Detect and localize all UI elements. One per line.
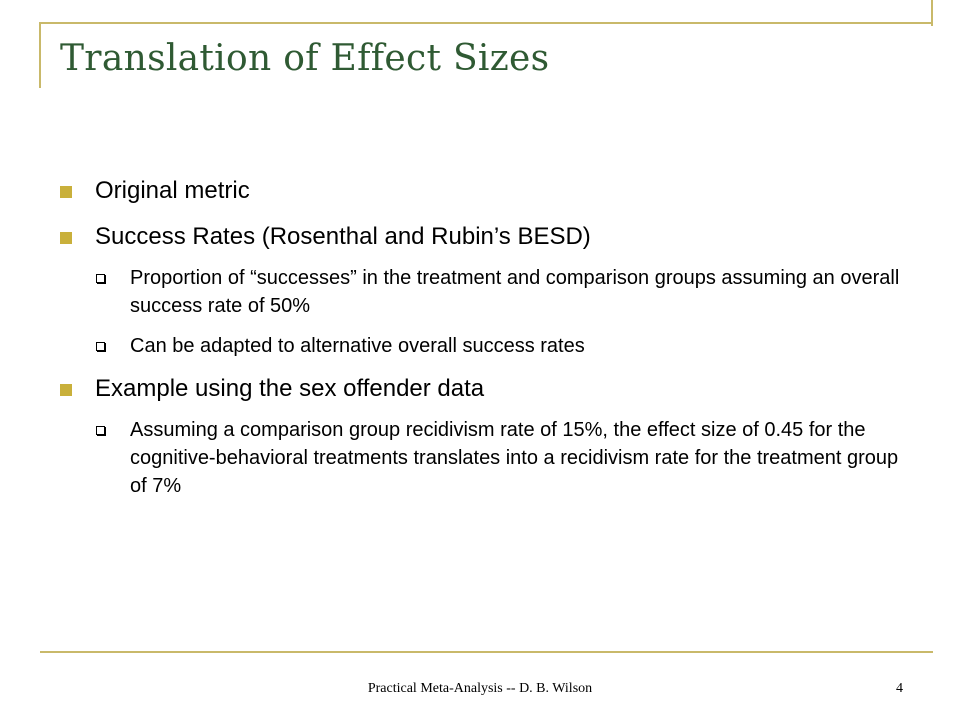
sub-bullet-text: Can be adapted to alternative overall su… <box>130 335 585 357</box>
bullet-text: Original metric <box>95 177 250 204</box>
bullet-text: Example using the sex offender data <box>95 375 485 402</box>
square-bullet-icon <box>60 232 72 244</box>
frame-bottom-line <box>40 651 933 653</box>
bullet-example: Example using the sex offender data <box>60 372 910 406</box>
slide-content: Original metric Success Rates (Rosenthal… <box>60 174 910 512</box>
page-number: 4 <box>896 681 903 696</box>
bullet-success-rates: Success Rates (Rosenthal and Rubin’s BES… <box>60 220 910 254</box>
square-bullet-icon <box>60 186 72 198</box>
sub-bullet-adapted: Can be adapted to alternative overall su… <box>60 332 910 360</box>
hollow-square-bullet-icon <box>96 342 105 351</box>
hollow-square-bullet-icon <box>96 274 105 283</box>
sub-bullet-proportion: Proportion of “successes” in the treatme… <box>60 264 910 320</box>
sub-bullet-assuming: Assuming a comparison group recidivism r… <box>60 416 910 500</box>
sub-bullet-text: Assuming a comparison group recidivism r… <box>130 419 899 497</box>
square-bullet-icon <box>60 384 72 396</box>
bullet-text: Success Rates (Rosenthal and Rubin’s BES… <box>95 223 591 250</box>
slide-title: Translation of Effect Sizes <box>60 38 550 79</box>
frame-right-line <box>931 0 933 26</box>
bullet-original-metric: Original metric <box>60 174 910 208</box>
hollow-square-bullet-icon <box>96 426 105 435</box>
footer-text: Practical Meta-Analysis -- D. B. Wilson <box>367 681 593 696</box>
frame-left-line <box>39 22 41 88</box>
sub-bullet-text: Proportion of “successes” in the treatme… <box>130 267 900 317</box>
frame-top-line <box>40 22 933 24</box>
